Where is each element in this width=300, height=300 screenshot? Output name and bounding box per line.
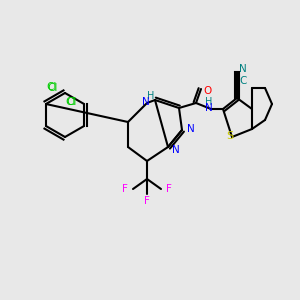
Text: N: N xyxy=(142,97,150,107)
Text: O: O xyxy=(204,86,212,96)
Text: C: C xyxy=(239,76,247,86)
Text: N: N xyxy=(187,124,195,134)
Text: F: F xyxy=(166,184,172,194)
Text: S: S xyxy=(226,131,234,141)
Text: F: F xyxy=(144,196,150,206)
Text: N: N xyxy=(239,64,247,74)
Text: Cl: Cl xyxy=(47,82,57,92)
Text: H: H xyxy=(147,91,155,101)
Text: Cl: Cl xyxy=(48,83,58,93)
Text: F: F xyxy=(122,184,128,194)
Text: Cl: Cl xyxy=(66,97,76,107)
Text: H: H xyxy=(205,97,213,107)
Text: Cl: Cl xyxy=(67,97,77,107)
Text: N: N xyxy=(172,145,180,155)
Text: N: N xyxy=(205,103,213,113)
